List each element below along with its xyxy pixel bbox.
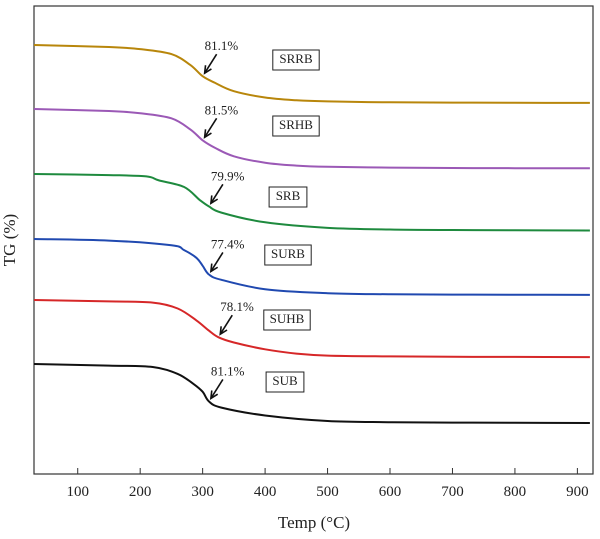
annotation-arrow-line: [203, 117, 218, 138]
annotation-label: 81.1%: [205, 38, 239, 53]
x-tick-label: 400: [254, 484, 277, 500]
series-label-text: SURB: [271, 246, 305, 261]
series-line-suhb: [33, 299, 590, 359]
annotation-layer: 81.1% SRRB 81.5% SRHB 79.9% SRB 77.4% SURB 78.1%…: [203, 38, 320, 400]
annotation-arrow-line: [203, 53, 218, 74]
plot-frame: [33, 5, 594, 475]
series-label-surb: SURB: [264, 244, 312, 266]
series-line-srrb: [33, 44, 590, 104]
series-label-suhb: SUHB: [263, 309, 311, 331]
annotation-arrow-line: [219, 314, 233, 335]
annotation-arrowhead: [209, 390, 219, 400]
annotation-label: 81.5%: [205, 102, 239, 117]
x-tick-label: 500: [316, 484, 339, 500]
annotation-label: 79.9%: [211, 168, 245, 183]
annotation-label: 78.1%: [220, 299, 254, 314]
annotation-arrowhead: [209, 263, 219, 274]
annotation-arrow-line: [210, 378, 224, 399]
series-line-sub: [33, 363, 590, 424]
x-tick-label: 800: [504, 484, 527, 500]
series-label-box: [268, 186, 308, 208]
series-label-text: SRRB: [279, 51, 313, 66]
x-tick-label: 900: [566, 484, 589, 500]
series-label-box: [272, 115, 320, 137]
x-tick-label: 600: [379, 484, 402, 500]
x-axis-title: Temp (°C): [278, 513, 350, 532]
series-label-srrb: SRRB: [272, 49, 320, 71]
series-line-srhb: [33, 108, 590, 170]
series-label-text: SUB: [272, 373, 298, 388]
series-label-srhb: SRHB: [272, 115, 320, 137]
annotation-arrow-line: [210, 252, 224, 272]
series-label-box: [263, 309, 311, 331]
x-tick-label: 200: [129, 484, 152, 500]
series-label-box: [272, 49, 320, 71]
annotation-label: 77.4%: [211, 236, 245, 251]
annotation-arrowhead: [209, 195, 219, 205]
series-label-text: SRB: [276, 188, 301, 203]
series-label-box: [264, 244, 312, 266]
series-label-box: [265, 371, 305, 393]
annotation-arrowhead: [203, 65, 212, 75]
x-tick-label: 100: [66, 484, 89, 500]
y-axis-title: TG (%): [0, 214, 19, 266]
series-line-surb: [33, 238, 590, 296]
series-label-sub: SUB: [265, 371, 305, 393]
annotation-arrowhead: [203, 129, 212, 139]
series-line-srb: [33, 173, 590, 232]
annotation-arrowhead: [219, 326, 228, 336]
series-label-srb: SRB: [268, 186, 308, 208]
x-tick-label: 700: [441, 484, 464, 500]
x-axis-ticks: 100 200 300 400 500 600 700 800 900: [66, 468, 589, 500]
series-label-text: SUHB: [270, 311, 305, 326]
series-layer: [33, 44, 590, 424]
annotation-label: 81.1%: [211, 363, 245, 378]
annotation-arrow-line: [210, 183, 224, 204]
series-label-text: SRHB: [279, 117, 313, 132]
x-tick-label: 300: [191, 484, 214, 500]
